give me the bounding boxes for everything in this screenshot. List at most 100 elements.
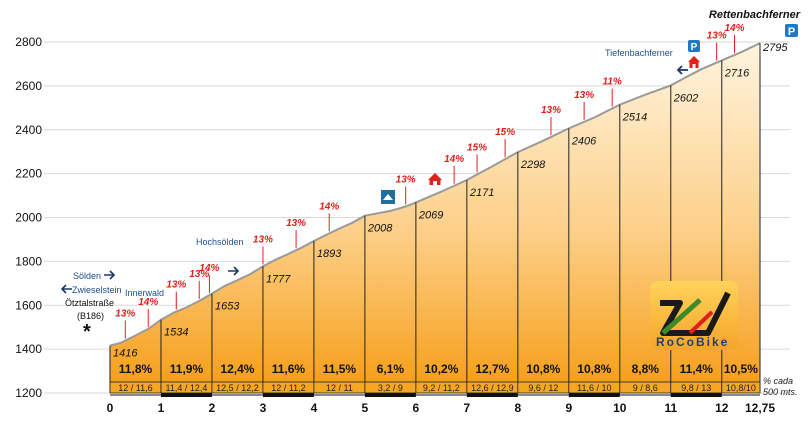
x-tick-label: 5 (362, 401, 369, 415)
x-tick-label: 8 (514, 401, 521, 415)
parking-icon: P (688, 40, 700, 53)
altitude-label: 1653 (215, 301, 240, 313)
arrow-right-icon (228, 266, 240, 276)
gradient-label: 13% (166, 280, 186, 291)
x-axis-stripe (160, 393, 212, 397)
x-tick-label: 4 (311, 401, 318, 415)
place-innerwald: Innerwald (125, 288, 164, 298)
y-tick-label: 2800 (15, 35, 42, 49)
segment-average: 10,2% (424, 362, 458, 376)
x-tick-label: 6 (413, 401, 420, 415)
segment-average: 10,8% (577, 362, 611, 376)
segment-range: 9 / 8,6 (633, 383, 658, 393)
y-tick-label: 1200 (15, 386, 42, 400)
segment-range: 12 / 11,2 (271, 383, 305, 393)
x-tick-label: 10 (613, 401, 627, 415)
segment-range: 12,5 / 12,2 (216, 383, 259, 393)
segment-average: 11,9% (170, 362, 204, 376)
segment-range: 11,4 / 12,4 (166, 383, 208, 393)
x-tick-label: 3 (260, 401, 267, 415)
arrow-left-icon (676, 65, 688, 75)
place-otztalstrasse: Ötztalstraße (65, 298, 114, 308)
elevation-fill (110, 43, 760, 382)
x-axis-stripe (262, 393, 314, 397)
arrow-left-icon (60, 284, 72, 294)
elevation-line (109, 42, 761, 347)
gradient-label: 14% (319, 201, 339, 212)
y-tick-label: 2000 (15, 211, 42, 225)
altitude-label: 1893 (317, 248, 342, 260)
hut-icon (688, 56, 700, 68)
altitude-label: 2795 (762, 42, 788, 54)
y-tick-label: 2600 (15, 79, 42, 93)
place-zwieselstein: Zwieselstein (72, 285, 122, 295)
altitude-label: 2171 (469, 187, 494, 199)
altitude-label: 2298 (520, 159, 546, 171)
x-tick-label: 0 (107, 401, 114, 415)
place-hochsolden: Hochsölden (196, 237, 244, 247)
place-b186: (B186) (77, 311, 104, 321)
x-tick-label: 7 (464, 401, 471, 415)
x-tick-label: 2 (209, 401, 216, 415)
parking-icon-label: P (788, 26, 795, 38)
gradient-label: 13% (541, 105, 561, 116)
place-tiefenbachferner: Tiefenbachferner (605, 48, 673, 58)
segment-average: 12,7% (475, 362, 509, 376)
x-axis-stripe (364, 393, 416, 397)
x-tick-label: 12,75 (745, 401, 775, 415)
altitude-label: 2069 (418, 209, 443, 221)
gradient-label: 13% (286, 218, 306, 229)
gradient-label: 13% (189, 269, 209, 280)
gradient-label: 15% (467, 142, 487, 153)
logo-text: RoCoBike (656, 335, 729, 349)
altitude-label: 1777 (266, 273, 291, 285)
chart-title: Rettenbachferner (709, 9, 801, 21)
gradient-label: 13% (115, 308, 135, 319)
segment-average: 6,1% (377, 362, 405, 376)
segment-range: 10,8/10 (726, 383, 756, 393)
x-tick-label: 1 (158, 401, 165, 415)
footnote-line1: % cada (763, 376, 793, 386)
segment-average: 10,5% (724, 362, 758, 376)
rocobike-logo: RoCoBike (650, 281, 738, 350)
gradient-label: 14% (725, 23, 745, 34)
segment-range: 12,6 / 12,9 (471, 383, 514, 393)
y-tick-label: 2400 (15, 123, 42, 137)
parking-icon-label: P (691, 42, 698, 53)
segment-bands (109, 381, 761, 394)
segment-range: 9,2 / 11,2 (423, 383, 460, 393)
segment-band (721, 381, 761, 394)
x-tick-label: 11 (664, 401, 677, 415)
gradient-label: 13% (253, 234, 273, 245)
gradient-label: 15% (495, 127, 515, 138)
place-solden: Sölden (73, 271, 101, 281)
altitude-label: 2008 (367, 223, 393, 235)
parking-icon: P (785, 24, 798, 38)
gradient-label: 13% (707, 31, 727, 42)
hut-icon (428, 173, 442, 185)
elevation-area (109, 42, 761, 382)
x-axis-stripe (568, 393, 620, 397)
arrow-right-icon (104, 270, 116, 280)
cable-car-icon (381, 190, 395, 204)
altitude-label: 2716 (724, 67, 750, 79)
y-tick-label: 1400 (15, 342, 42, 356)
segment-average: 11,6% (272, 362, 306, 376)
gradient-label: 14% (138, 297, 158, 308)
segment-range: 9,6 / 12 (528, 383, 558, 393)
segment-range: 12 / 11,6 (118, 383, 152, 393)
altitude-label: 2406 (571, 135, 597, 147)
x-axis-stripe (466, 393, 518, 397)
x-tick-label: 9 (565, 401, 572, 415)
y-tick-label: 1800 (15, 254, 42, 268)
altitude-label: 2514 (622, 112, 647, 124)
segment-range: 12 / 11 (326, 383, 353, 393)
altitude-label: 2602 (673, 92, 698, 104)
y-tick-label: 2200 (15, 167, 42, 181)
segment-average: 8,8% (632, 362, 660, 376)
gradient-label: 13% (574, 90, 594, 101)
segment-average: 12,4% (220, 362, 254, 376)
